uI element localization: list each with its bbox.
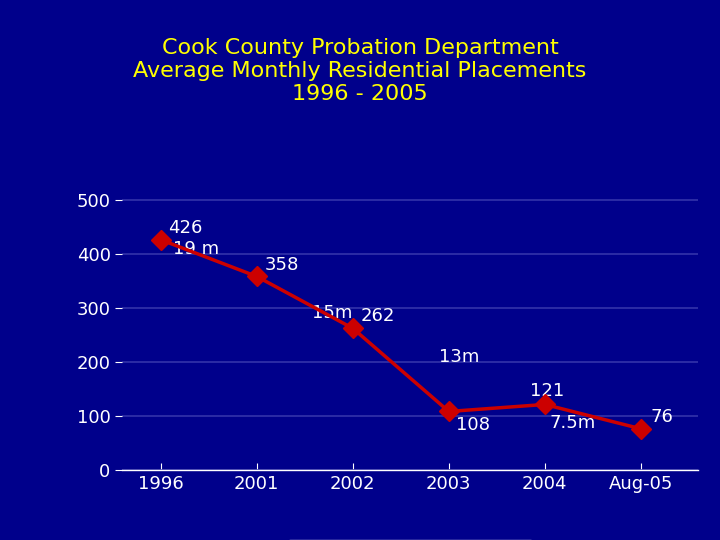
Text: 121: 121 [531, 382, 564, 400]
Text: 13m: 13m [439, 348, 480, 367]
Text: 7.5m: 7.5m [549, 414, 596, 433]
Text: 426: 426 [168, 219, 203, 237]
Text: 15m: 15m [312, 304, 353, 322]
Text: 76: 76 [650, 408, 673, 426]
Text: 108: 108 [456, 416, 490, 434]
Text: 19 m: 19 m [174, 240, 220, 259]
Text: 358: 358 [264, 255, 299, 274]
Text: 262: 262 [361, 307, 395, 326]
Text: Cook County Probation Department
Average Monthly Residential Placements
1996 - 2: Cook County Probation Department Average… [133, 38, 587, 104]
